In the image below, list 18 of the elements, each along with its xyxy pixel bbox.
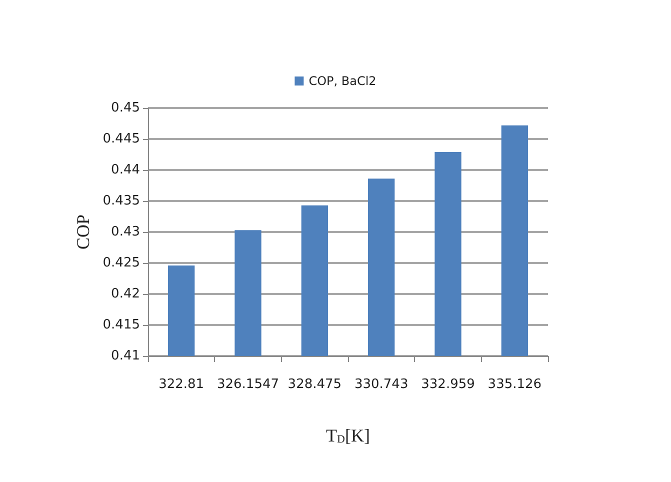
x-tick-label: 335.126 (488, 377, 542, 392)
y-tick-label: 0.415 (102, 318, 140, 332)
x-axis-title: TD[K] (326, 426, 370, 446)
legend-label: COP, BaCl2 (308, 74, 376, 88)
y-tick-label: 0.445 (102, 132, 140, 146)
y-tick-label: 0.45 (111, 100, 140, 116)
x-tick-label: 330.743 (354, 377, 408, 392)
y-tick-label: 0.41 (111, 348, 140, 364)
y-tick-label: 0.43 (111, 224, 140, 240)
x-tick-label: 326.1547 (216, 377, 280, 392)
x-tick-label: 328.475 (288, 377, 342, 392)
y-tick-label: 0.435 (102, 194, 140, 208)
y-tick-label: 0.42 (111, 286, 140, 302)
y-axis-title: COP (72, 214, 93, 250)
y-tick-label: 0.425 (102, 256, 140, 270)
x-tick-label: 332.959 (421, 377, 475, 392)
y-tick-label: 0.44 (111, 162, 140, 178)
x-tick-label: 322.81 (158, 377, 204, 392)
